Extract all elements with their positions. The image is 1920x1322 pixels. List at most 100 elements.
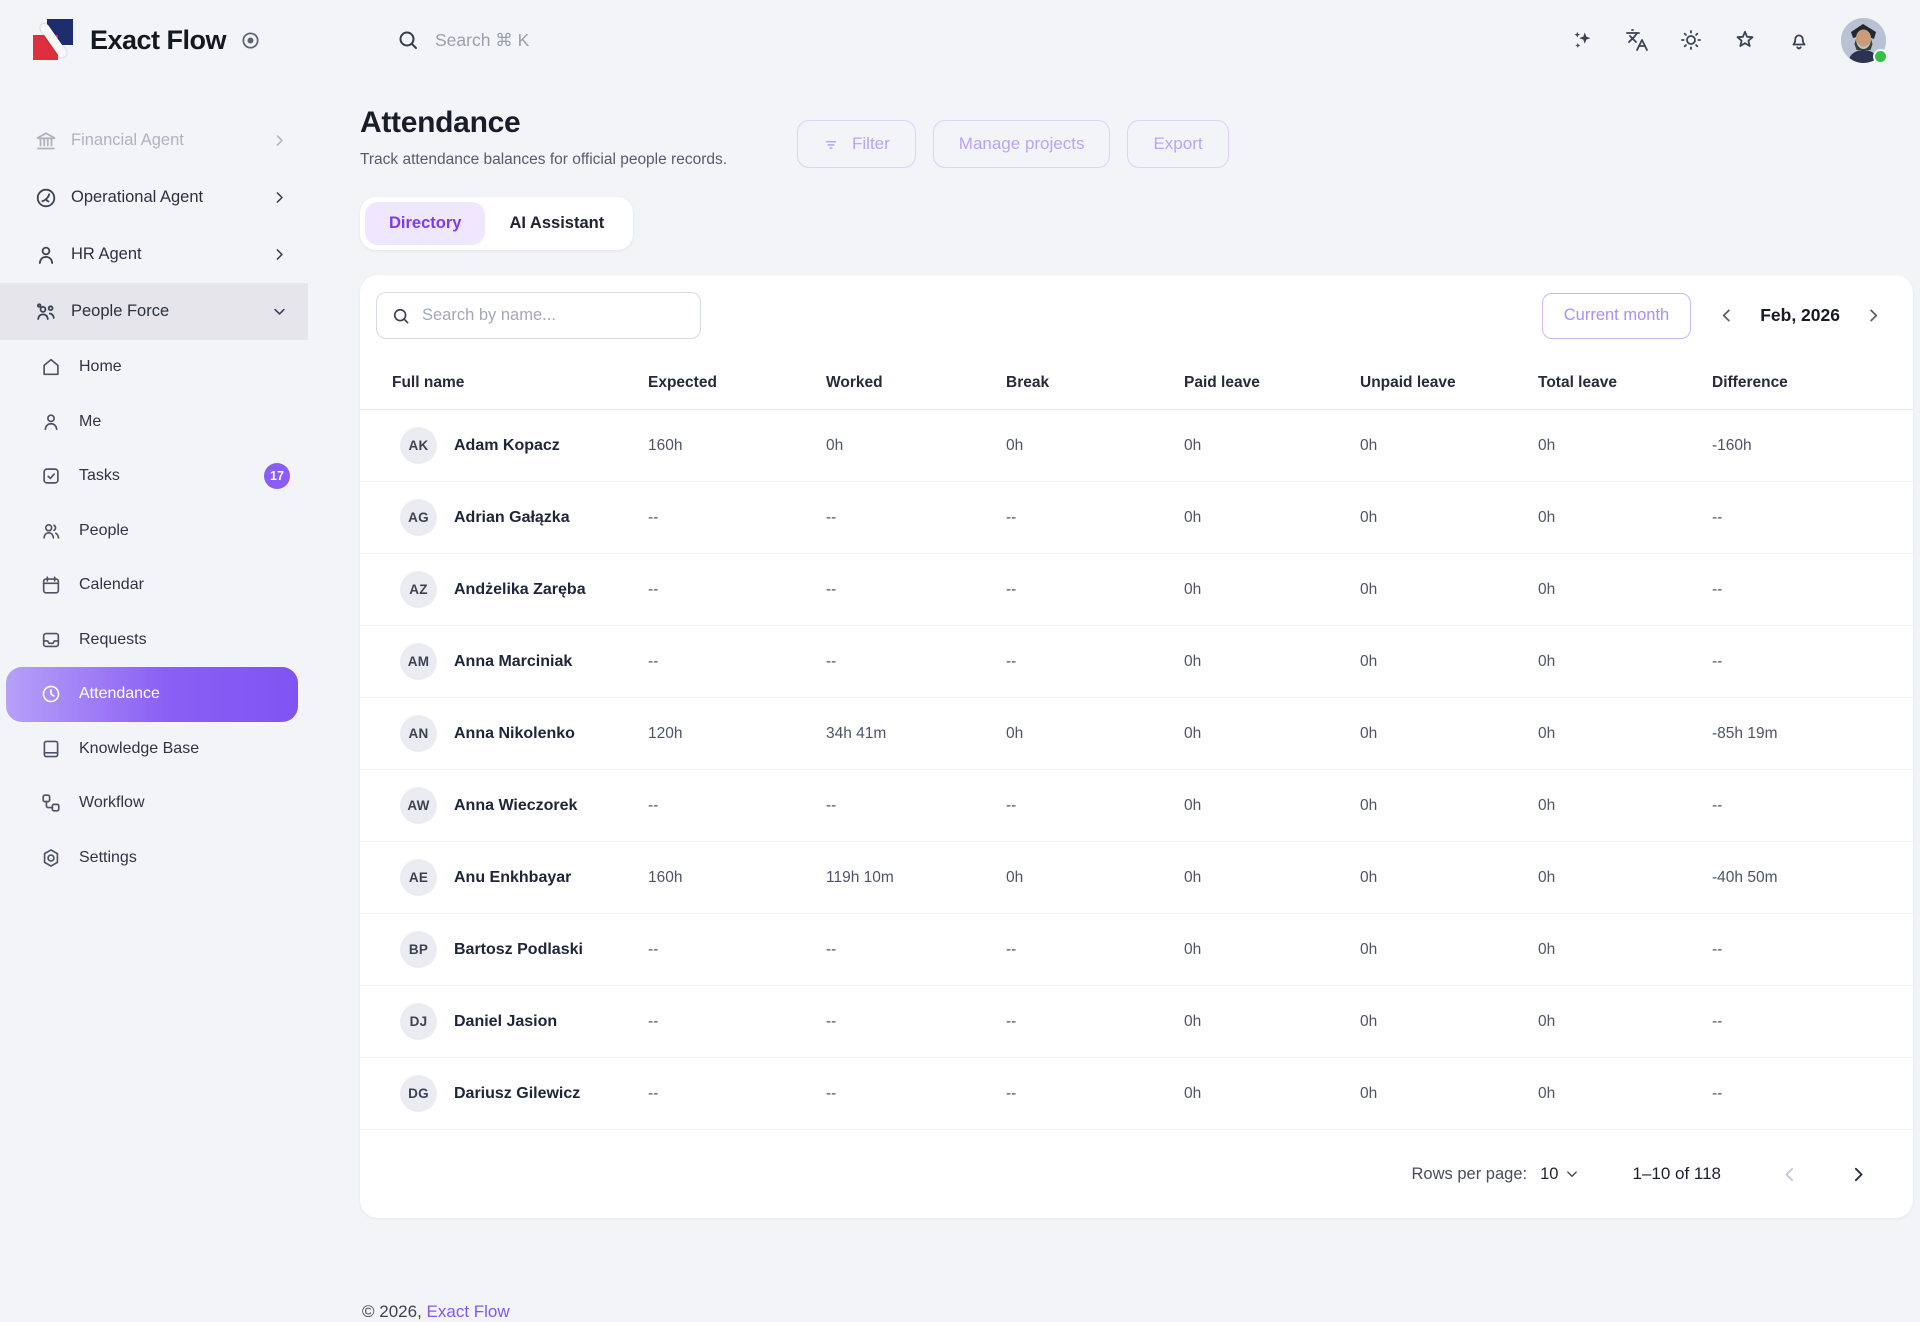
cell-difference: -85h 19m	[1712, 697, 1913, 770]
tab-ai-assistant[interactable]: AI Assistant	[485, 202, 628, 245]
prev-page-button[interactable]	[1779, 1164, 1800, 1185]
sidebar-item-knowledge-base[interactable]: Knowledge Base	[0, 722, 308, 777]
footer: © 2026, Exact Flow	[362, 1302, 510, 1321]
chevron-right-icon	[271, 189, 288, 206]
sidebar-item-people[interactable]: People	[0, 504, 308, 559]
brand[interactable]: Exact Flow	[0, 17, 368, 63]
pagination: Rows per page: 10 1–10 of 118	[360, 1130, 1913, 1218]
name-search[interactable]	[376, 292, 701, 339]
sidebar-item-tasks[interactable]: Tasks 17	[0, 449, 308, 504]
theme-icon[interactable]	[1679, 28, 1703, 52]
avatar: AZ	[400, 571, 437, 608]
prev-month-button[interactable]	[1717, 306, 1736, 325]
filter-button[interactable]: Filter	[797, 120, 916, 168]
cell-worked: 119h 10m	[826, 841, 1006, 914]
sidebar-group-people-force[interactable]: People Force	[0, 283, 308, 340]
notifications-icon[interactable]	[1787, 28, 1811, 52]
table-row[interactable]: AG Adrian Gałązka -- -- -- 0h 0h 0h --	[360, 481, 1913, 554]
person-name: Anna Wieczorek	[454, 796, 578, 814]
table-row[interactable]: AN Anna Nikolenko 120h 34h 41m 0h 0h 0h 0h -85h …	[360, 697, 1913, 770]
current-month-button[interactable]: Current month	[1541, 292, 1692, 339]
cell-worked: 34h 41m	[826, 697, 1006, 770]
person-name: Anna Marciniak	[454, 652, 573, 670]
rows-per-page-select[interactable]: 10	[1540, 1165, 1580, 1184]
language-icon[interactable]	[1625, 28, 1649, 52]
person-name: Bartosz Podlaski	[454, 940, 583, 958]
column-header-total-leave: Total leave	[1538, 359, 1712, 410]
cell-expected: --	[648, 769, 826, 842]
tasks-count-badge: 17	[264, 463, 290, 490]
cell-total-leave: 0h	[1538, 841, 1712, 914]
global-search-input[interactable]	[435, 29, 765, 51]
page-actions: Filter Manage projects Export	[797, 120, 1229, 169]
cell-break: --	[1006, 481, 1184, 554]
cell-difference: -40h 50m	[1712, 841, 1913, 914]
cell-total-leave: 0h	[1538, 481, 1712, 554]
next-page-button[interactable]	[1848, 1164, 1869, 1185]
filter-icon	[823, 135, 842, 154]
sidebar-item-calendar[interactable]: Calendar	[0, 558, 308, 613]
table-row[interactable]: DJ Daniel Jasion -- -- -- 0h 0h 0h --	[360, 985, 1913, 1058]
ai-sparkles-icon[interactable]	[1571, 28, 1595, 52]
table-row[interactable]: AM Anna Marciniak -- -- -- 0h 0h 0h --	[360, 625, 1913, 698]
cell-difference: --	[1712, 769, 1913, 842]
table-row[interactable]: AE Anu Enkhbayar 160h 119h 10m 0h 0h 0h 0h -40h …	[360, 841, 1913, 914]
cell-expected: --	[648, 1057, 826, 1130]
requests-icon	[40, 629, 62, 651]
person-name: Andżelika Zaręba	[454, 580, 586, 598]
next-month-button[interactable]	[1864, 306, 1883, 325]
cell-expected: --	[648, 985, 826, 1058]
tasks-icon	[40, 465, 62, 487]
global-search[interactable]	[396, 28, 765, 52]
sidebar-item-workflow[interactable]: Workflow	[0, 776, 308, 831]
person-cell: BP Bartosz Podlaski	[360, 931, 648, 968]
cell-unpaid-leave: 0h	[1360, 985, 1538, 1058]
sidebar-item-label: Calendar	[79, 576, 144, 594]
rows-per-page-label: Rows per page:	[1411, 1164, 1528, 1183]
operational-agent-icon	[34, 186, 58, 210]
cell-paid-leave: 0h	[1184, 985, 1360, 1058]
brand-title: Exact Flow	[90, 24, 227, 55]
table-row[interactable]: AW Anna Wieczorek -- -- -- 0h 0h 0h --	[360, 769, 1913, 842]
avatar: AK	[400, 427, 437, 464]
cell-unpaid-leave: 0h	[1360, 481, 1538, 554]
tab-directory[interactable]: Directory	[365, 202, 486, 245]
cell-worked: --	[826, 1057, 1006, 1130]
sidebar-item-requests[interactable]: Requests	[0, 613, 308, 668]
knowledge-base-icon	[40, 738, 62, 760]
sidebar-group-operational-agent[interactable]: Operational Agent	[0, 169, 308, 226]
page-subtitle: Track attendance balances for official p…	[360, 151, 728, 168]
chevron-right-icon	[271, 132, 288, 149]
cell-worked: --	[826, 553, 1006, 626]
cell-unpaid-leave: 0h	[1360, 409, 1538, 482]
sidebar-item-attendance[interactable]: Attendance	[6, 667, 298, 722]
column-header-worked: Worked	[826, 359, 1006, 410]
cell-paid-leave: 0h	[1184, 769, 1360, 842]
cell-worked: --	[826, 913, 1006, 986]
cell-total-leave: 0h	[1538, 769, 1712, 842]
table-row[interactable]: BP Bartosz Podlaski -- -- -- 0h 0h 0h --	[360, 913, 1913, 986]
sidebar-item-home[interactable]: Home	[0, 340, 308, 395]
sidebar-item-label: Knowledge Base	[79, 739, 200, 757]
avatar: DJ	[400, 1003, 437, 1040]
user-avatar[interactable]	[1841, 17, 1888, 64]
favorites-icon[interactable]	[1733, 28, 1757, 52]
hr-agent-icon	[34, 243, 58, 267]
cell-paid-leave: 0h	[1184, 913, 1360, 986]
sidebar-group-hr-agent[interactable]: HR Agent	[0, 226, 308, 283]
topbar: Exact Flow	[0, 0, 1920, 80]
sidebar-item-me[interactable]: Me	[0, 395, 308, 450]
cell-break: 0h	[1006, 841, 1184, 914]
table-row[interactable]: AK Adam Kopacz 160h 0h 0h 0h 0h 0h -160h	[360, 409, 1913, 482]
footer-brand-link[interactable]: Exact Flow	[426, 1302, 510, 1321]
sidebar-group-financial-agent[interactable]: Financial Agent	[0, 112, 308, 169]
table-row[interactable]: DG Dariusz Gilewicz -- -- -- 0h 0h 0h --	[360, 1057, 1913, 1130]
chevron-down-icon	[1564, 1166, 1580, 1182]
cell-worked: --	[826, 769, 1006, 842]
people-icon	[40, 520, 62, 542]
name-search-input[interactable]	[422, 306, 686, 325]
sidebar-item-settings[interactable]: Settings	[0, 831, 308, 886]
export-button[interactable]: Export	[1127, 120, 1229, 168]
manage-projects-button[interactable]: Manage projects	[932, 120, 1111, 168]
table-row[interactable]: AZ Andżelika Zaręba -- -- -- 0h 0h 0h --	[360, 553, 1913, 626]
